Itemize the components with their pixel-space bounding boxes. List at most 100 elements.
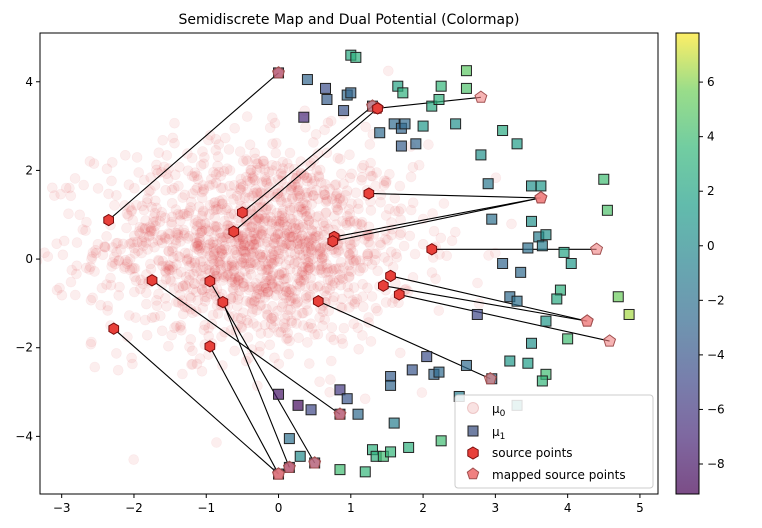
mu0-point xyxy=(291,182,303,193)
mu0-layer xyxy=(3,65,517,465)
mu0-point xyxy=(306,322,318,334)
mu0-point xyxy=(212,160,223,172)
mu0-point xyxy=(356,175,367,186)
mu0-point xyxy=(266,313,277,324)
mu0-point xyxy=(113,290,124,301)
mu0-point xyxy=(372,265,384,277)
mu0-point xyxy=(238,281,249,293)
mu0-point xyxy=(173,224,184,236)
mu0-point xyxy=(314,264,325,276)
mu0-point xyxy=(174,209,186,221)
mu0-point xyxy=(203,134,214,146)
mu1-point xyxy=(433,366,445,378)
mu0-point xyxy=(279,231,291,242)
mu0-point xyxy=(304,262,315,274)
mu0-point xyxy=(242,332,254,343)
mu0-point xyxy=(353,203,364,215)
mu0-point xyxy=(115,244,126,255)
mu0-point xyxy=(177,308,189,320)
mu0-point xyxy=(246,221,257,233)
mu0-point xyxy=(250,234,261,245)
mu0-point xyxy=(162,259,174,271)
mapped-point xyxy=(534,191,548,204)
mu0-point xyxy=(284,335,295,347)
mu0-point xyxy=(306,280,317,291)
mu0-point xyxy=(238,240,250,252)
mu0-point xyxy=(179,208,190,220)
mu0-point xyxy=(344,217,356,228)
mu0-point xyxy=(239,246,250,257)
mu0-point xyxy=(126,238,137,249)
mu0-point xyxy=(276,207,288,219)
mu0-point xyxy=(210,225,222,236)
mu0-point xyxy=(200,217,211,229)
mu0-point xyxy=(86,251,98,262)
mu0-point xyxy=(261,303,272,315)
mu0-point xyxy=(291,318,302,329)
mu0-point xyxy=(284,202,296,214)
mu0-point xyxy=(375,197,386,208)
mu0-point xyxy=(140,237,152,248)
mu0-point xyxy=(333,263,345,274)
mu0-point xyxy=(113,254,125,266)
mu0-point xyxy=(310,230,322,241)
mu0-point xyxy=(317,250,329,262)
mu0-point xyxy=(238,244,249,256)
mu0-point xyxy=(338,178,349,190)
mu0-point xyxy=(210,145,222,156)
mu1-point xyxy=(536,240,548,252)
mu0-point xyxy=(244,257,256,269)
mu0-point xyxy=(253,202,265,213)
mu0-point xyxy=(121,208,133,219)
mu0-point xyxy=(310,129,322,140)
mu0-point xyxy=(130,275,142,286)
mu0-point xyxy=(217,194,228,206)
mu0-point xyxy=(149,242,160,253)
mu0-point xyxy=(370,180,381,192)
mu0-point xyxy=(163,264,175,275)
mu0-point xyxy=(309,175,320,187)
colorbar-tick-label: −6 xyxy=(707,402,725,416)
mu0-point xyxy=(246,221,258,232)
mu0-point xyxy=(179,228,190,239)
mu0-point xyxy=(266,313,278,324)
mu0-point xyxy=(266,252,278,264)
mu0-point xyxy=(153,288,164,300)
mu0-point xyxy=(58,235,70,247)
mu0-point xyxy=(336,240,347,251)
mu1-point xyxy=(292,399,304,411)
mu0-point xyxy=(245,164,256,176)
map-line xyxy=(209,280,316,464)
mu0-point xyxy=(230,237,241,249)
mu0-point xyxy=(245,247,256,259)
mu0-point xyxy=(209,197,221,208)
mu0-point xyxy=(355,218,366,230)
mu0-point xyxy=(123,210,134,221)
mu0-point xyxy=(209,264,221,276)
mu0-point xyxy=(250,291,262,303)
mu1-point xyxy=(526,215,538,227)
mu0-point xyxy=(292,179,304,190)
x-axis: −3 −2 −1 0 1 2 3 4 5 xyxy=(53,494,644,515)
mu0-point xyxy=(174,322,186,333)
mu0-point xyxy=(336,199,347,211)
mu0-point xyxy=(145,258,156,270)
mu0-point xyxy=(221,163,233,174)
mu0-point xyxy=(303,215,315,226)
mu0-point xyxy=(169,322,180,334)
mu0-point xyxy=(300,298,312,310)
mu0-point xyxy=(249,233,261,245)
mu0-point xyxy=(362,282,373,294)
mu0-point xyxy=(3,228,13,238)
mu0-point xyxy=(320,196,332,208)
mu1-point xyxy=(511,138,523,150)
mu0-point xyxy=(204,209,215,220)
mapped-point xyxy=(474,90,488,103)
x-tick-label: −3 xyxy=(53,501,71,515)
mu0-point xyxy=(215,182,227,194)
mu0-point xyxy=(183,275,195,286)
mu0-point xyxy=(266,165,278,176)
mu0-point xyxy=(335,279,347,291)
mu0-point xyxy=(248,239,260,251)
mu0-point xyxy=(245,167,256,179)
